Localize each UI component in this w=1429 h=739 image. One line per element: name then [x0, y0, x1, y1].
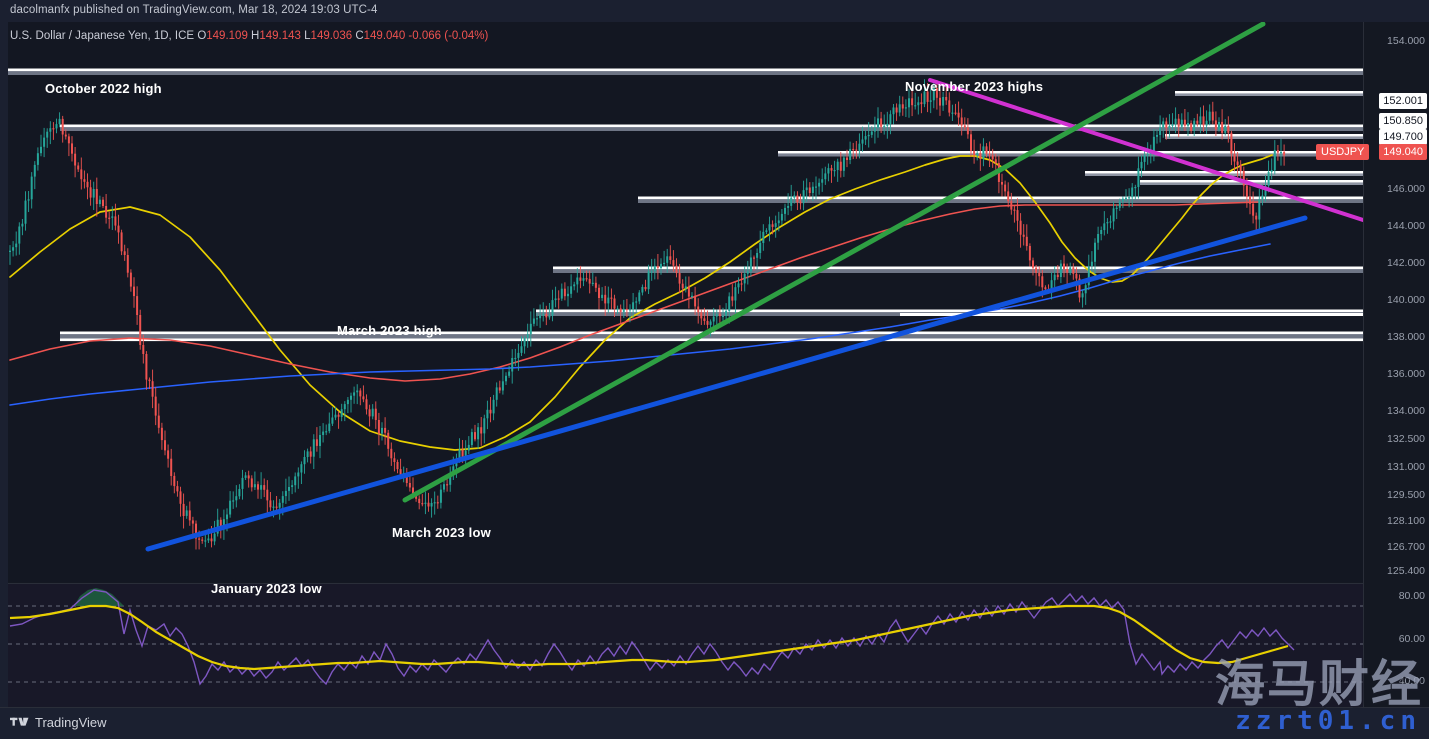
price-tick-label: 129.500	[1387, 488, 1425, 501]
price-tick-label: 134.000	[1387, 405, 1425, 418]
chart-annotation-label[interactable]: November 2023 highs	[905, 79, 1044, 94]
ma-yellow-line	[9, 154, 1273, 451]
chart-body: Dec2023FebAprJunJul2SepNov2024FebAprM US…	[0, 22, 1429, 739]
live-symbol-badge: USDJPY	[1316, 144, 1370, 160]
price-tick-label: 140.000	[1387, 294, 1425, 307]
chart-annotation-label[interactable]: January 2023 low	[211, 581, 322, 596]
chart-annotation-label[interactable]: October 2022 high	[45, 81, 162, 96]
ohlc-close-key: C	[355, 30, 364, 42]
chart-annotation-label[interactable]: March 2023 high	[337, 323, 442, 338]
ohlc-change-percent: (-0.04%)	[444, 30, 489, 42]
rsi-tick-label: 80.00	[1398, 589, 1425, 602]
rsi-tick-label: 60.00	[1398, 632, 1425, 645]
ohlc-low-value: 149.036	[310, 30, 353, 42]
symbol-legend-title[interactable]: U.S. Dollar / Japanese Yen, 1D, ICE	[10, 30, 195, 42]
ohlc-low-key: L	[304, 30, 311, 42]
support-resistance-lines	[8, 68, 1363, 342]
trendline-magenta	[928, 78, 1363, 222]
trendline-green	[402, 22, 1266, 503]
rsi-line	[9, 589, 1295, 686]
price-tick-label: 128.100	[1387, 514, 1425, 527]
left-gutter	[0, 22, 8, 707]
price-level-tag[interactable]: 152.001	[1379, 93, 1427, 109]
price-tick-label: 154.000	[1387, 34, 1425, 47]
ohlc-high-value: 149.143	[259, 30, 301, 42]
watermark-url: zzrt01.cn	[1235, 706, 1421, 736]
price-tick-label: 131.000	[1387, 461, 1425, 474]
rsi-overbought-fill	[74, 588, 124, 606]
rsi-tick-label: 40.00	[1398, 675, 1425, 688]
price-tick-label: 142.000	[1387, 257, 1425, 270]
price-level-tag[interactable]: 150.850	[1379, 113, 1427, 129]
price-axis[interactable]: USDJPY 154.000148.000146.000144.000142.0…	[1316, 22, 1429, 707]
watermark-chinese: 海马财经	[1215, 655, 1423, 713]
last-price-tag[interactable]: 149.040	[1379, 144, 1427, 160]
price-tick-label: 132.500	[1387, 433, 1425, 446]
rsi-pane[interactable]	[0, 583, 1363, 707]
ohlc-high-key: H	[251, 30, 260, 42]
publish-info-text: dacolmanfx published on TradingView.com,…	[10, 4, 378, 16]
price-tick-label: 146.000	[1387, 182, 1425, 195]
price-tick-label: 144.000	[1387, 219, 1425, 232]
tradingview-logo-text: TradingView	[35, 715, 107, 730]
price-tick-label: 136.000	[1387, 368, 1425, 381]
price-plot	[8, 22, 1363, 552]
rsi-gridlines	[8, 605, 1363, 683]
tradingview-logo[interactable]: TradingView	[10, 715, 107, 730]
publish-info-bar: dacolmanfx published on TradingView.com,…	[0, 0, 1429, 22]
price-pane[interactable]	[0, 22, 1363, 582]
price-tick-label: 125.400	[1387, 564, 1425, 577]
symbol-legend[interactable]: U.S. Dollar / Japanese Yen, 1D, ICE O149…	[10, 30, 488, 42]
rsi-ma-line	[9, 604, 1289, 671]
ohlc-open-key: O	[197, 30, 207, 42]
rsi-plot	[8, 584, 1363, 707]
price-tick-label: 126.700	[1387, 540, 1425, 553]
ma-red-line	[9, 201, 1261, 382]
ma-blue-line	[9, 243, 1271, 406]
chart-annotation-label[interactable]: March 2023 low	[392, 525, 491, 540]
price-level-tag[interactable]: 149.700	[1379, 129, 1427, 145]
ohlc-open-value: 149.109	[206, 30, 248, 42]
moving-averages	[9, 154, 1273, 451]
footer-bar: TradingView	[0, 707, 1429, 739]
trendline-blue	[145, 215, 1308, 552]
ohlc-change: -0.066	[408, 30, 442, 42]
price-tick-label: 138.000	[1387, 331, 1425, 344]
ohlc-close-value: 149.040	[363, 30, 406, 42]
candlestick-series	[9, 79, 1286, 550]
trendlines	[145, 22, 1363, 552]
tradingview-mark-icon	[10, 717, 29, 726]
